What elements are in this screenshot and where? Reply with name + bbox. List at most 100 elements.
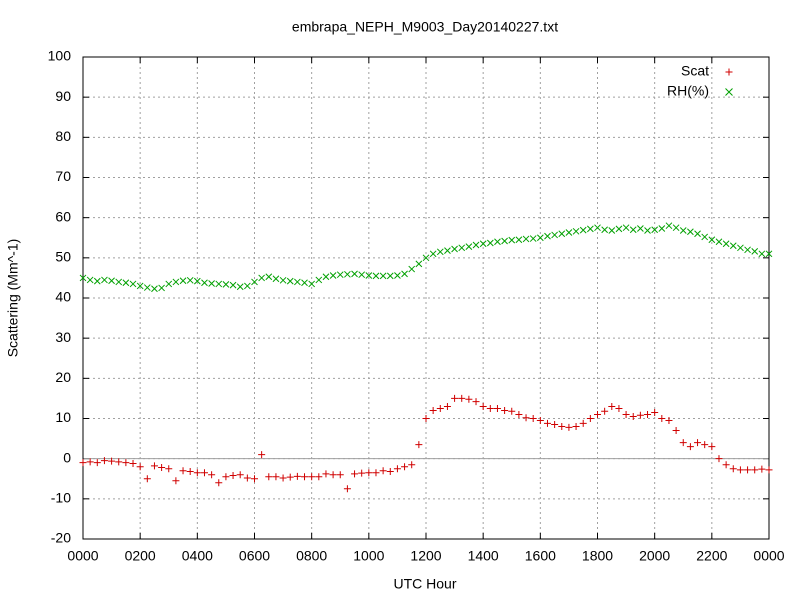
point [308,280,316,288]
point [479,402,487,410]
point [601,407,609,415]
point [343,485,351,493]
point [401,270,408,278]
point [415,260,423,268]
point [565,423,573,431]
point [501,237,508,245]
point [200,469,208,477]
point [372,469,380,477]
point [665,222,673,230]
point [301,279,308,287]
point [386,468,394,476]
legend-marker [725,88,733,96]
point [93,277,101,285]
point [722,461,730,469]
point [293,472,301,480]
point [544,232,551,240]
point [351,470,359,478]
y-tick-label: 30 [55,329,71,345]
point [158,464,166,472]
y-tick-label: 40 [55,289,71,305]
point [615,225,623,233]
point [150,462,158,470]
point [444,247,451,254]
x-axis-label: UTC Hour [393,576,456,592]
point [108,277,115,285]
point [286,277,294,285]
point [608,402,616,410]
point [586,415,594,422]
point [486,404,494,412]
point [186,276,194,284]
point [758,250,766,258]
point [115,458,123,466]
point [708,443,716,451]
point [329,471,337,479]
point [279,474,287,482]
point [751,466,759,474]
point [579,226,587,234]
y-tick-label: 90 [55,88,71,104]
point [272,473,280,481]
y-tick-label: 50 [55,249,71,265]
point [101,276,108,284]
y-tick-label: 80 [55,128,71,144]
point [122,459,130,467]
point [315,276,323,284]
point [472,398,480,406]
point [193,469,201,477]
point [408,461,416,469]
point [551,421,559,429]
point [615,404,623,412]
point [765,466,773,474]
point [86,276,94,284]
point [701,441,709,449]
point [587,225,594,233]
point [165,465,173,473]
point [136,282,144,290]
point [365,469,373,477]
point [265,273,273,281]
y-tick-label: 20 [55,369,71,385]
y-tick-label: 60 [55,208,71,224]
point [358,271,366,279]
point [272,275,280,283]
point [701,233,709,241]
point [100,457,108,465]
point [329,272,337,279]
point [686,443,694,451]
point [436,404,444,412]
point [222,473,230,481]
point [715,455,723,463]
point [79,459,87,467]
point [301,473,309,481]
point [336,271,344,279]
y-axis-label: Scattering (Mm^-1) [5,239,21,358]
point [565,229,573,236]
point [265,473,273,481]
point [694,230,701,238]
point [622,410,630,418]
point [522,414,530,422]
point [458,394,466,402]
point [322,470,330,478]
point [529,235,537,242]
point [251,278,258,286]
point [372,272,380,280]
point [729,465,737,473]
point [644,227,651,234]
point [765,250,773,258]
point [79,274,87,282]
point [579,419,587,427]
x-tick-label: 0000 [67,548,98,564]
point [193,277,201,285]
point [572,423,580,431]
point [222,280,230,288]
point [122,279,130,287]
point [679,439,687,447]
point [658,225,666,232]
point [93,459,101,467]
point [465,243,473,250]
point [515,236,523,244]
point [672,224,680,232]
